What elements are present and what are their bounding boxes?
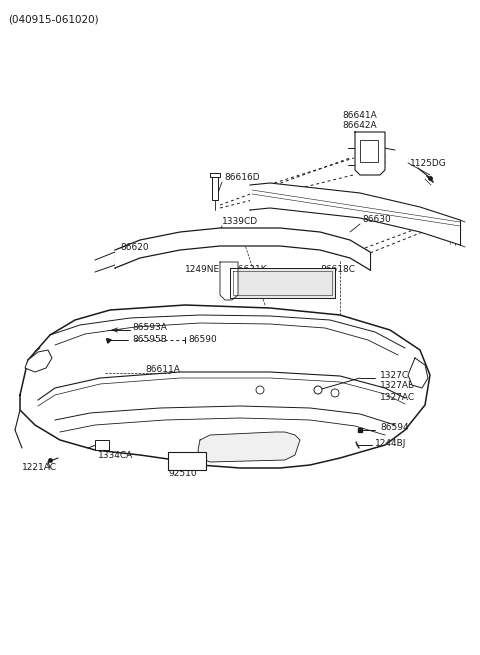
Text: 86631K: 86631K bbox=[232, 265, 266, 274]
Polygon shape bbox=[210, 173, 220, 177]
Text: 1327AB: 1327AB bbox=[380, 381, 415, 390]
Text: 1327AC: 1327AC bbox=[380, 392, 415, 402]
Text: 86593A: 86593A bbox=[132, 322, 167, 331]
Text: 1125DG: 1125DG bbox=[410, 159, 447, 168]
Bar bbox=[95, 440, 109, 450]
Text: 86642A: 86642A bbox=[342, 121, 377, 130]
Text: 86618C: 86618C bbox=[320, 265, 355, 274]
Text: 86620: 86620 bbox=[120, 242, 149, 252]
Text: 86594: 86594 bbox=[380, 424, 408, 432]
Text: 86590: 86590 bbox=[188, 335, 217, 345]
Text: 1334CA: 1334CA bbox=[98, 451, 133, 460]
Polygon shape bbox=[198, 432, 300, 462]
Polygon shape bbox=[20, 305, 430, 468]
Text: 86616D: 86616D bbox=[224, 172, 260, 181]
Text: 1249NE: 1249NE bbox=[185, 265, 220, 274]
Polygon shape bbox=[355, 132, 385, 175]
Text: 86595B: 86595B bbox=[132, 335, 167, 345]
Polygon shape bbox=[230, 268, 335, 298]
Bar bbox=[168, 452, 206, 470]
Polygon shape bbox=[408, 358, 428, 388]
Circle shape bbox=[314, 386, 322, 394]
Polygon shape bbox=[212, 177, 218, 200]
Bar bbox=[360, 140, 378, 162]
Text: (040915-061020): (040915-061020) bbox=[8, 15, 98, 25]
Text: 1339CD: 1339CD bbox=[222, 217, 258, 227]
Circle shape bbox=[256, 386, 264, 394]
Polygon shape bbox=[220, 262, 238, 300]
Polygon shape bbox=[115, 228, 370, 270]
Text: 86641A: 86641A bbox=[342, 111, 377, 121]
Text: 1244BJ: 1244BJ bbox=[375, 440, 407, 449]
Text: 86611A: 86611A bbox=[145, 365, 180, 375]
Text: 1327CB: 1327CB bbox=[380, 371, 415, 379]
Text: 1221AC: 1221AC bbox=[22, 464, 57, 472]
Polygon shape bbox=[250, 183, 460, 245]
Polygon shape bbox=[25, 350, 52, 372]
Text: 86630: 86630 bbox=[362, 215, 391, 225]
Text: 92510: 92510 bbox=[168, 470, 197, 479]
Circle shape bbox=[331, 389, 339, 397]
